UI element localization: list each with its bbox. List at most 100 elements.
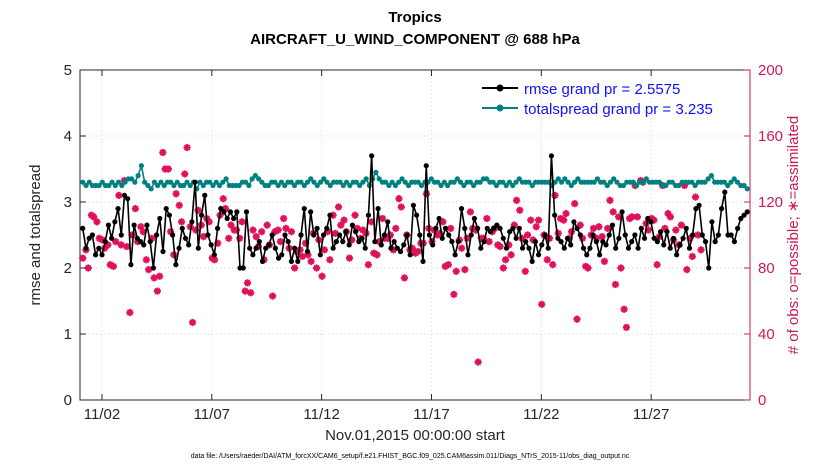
obs-point-stroke	[645, 226, 652, 234]
obs-point-stroke	[123, 243, 130, 250]
obs-point-stroke	[379, 215, 386, 222]
obs-point-stroke	[200, 233, 207, 240]
rmse-point	[343, 229, 349, 235]
totalspread-point	[594, 176, 601, 182]
totalspread-point	[604, 182, 610, 189]
rmse-point	[532, 239, 538, 245]
obs-point-stroke	[365, 261, 372, 268]
rmse-point	[401, 242, 407, 248]
obs-point-stroke	[664, 210, 672, 217]
rmse-point	[275, 255, 282, 261]
legend-rmse-label: rmse grand pr = 2.5575	[524, 81, 680, 98]
rmse-point	[308, 209, 314, 215]
rmse-point	[584, 252, 590, 258]
totalspread-point	[171, 182, 177, 189]
obs-point-stroke	[241, 287, 249, 295]
totalspread-point	[689, 179, 695, 185]
totalspread-point	[259, 179, 265, 185]
rmse-point	[259, 258, 266, 264]
rmse-point	[311, 232, 317, 238]
axis-ticks: 11/02 11/07 11/12 11/17 11/22 11/27 0 1 2 3 4 5 0 40 8…	[64, 62, 783, 423]
totalspread-point	[184, 179, 190, 185]
obs-point-stroke	[458, 244, 465, 252]
totalspread-point	[438, 182, 444, 189]
obs-point	[238, 218, 246, 226]
totalspread-point	[314, 182, 320, 189]
y-right-tick-label: 160	[758, 128, 783, 145]
obs-point-stroke	[145, 266, 152, 273]
totalspread-point	[220, 179, 226, 185]
rmse-point	[263, 245, 269, 251]
y-axis-label: rmse and totalspread	[27, 165, 44, 306]
obs-point-stroke	[211, 256, 218, 263]
obs-point-stroke	[678, 221, 685, 229]
obs-point-stroke	[143, 256, 150, 263]
rmse-point	[157, 215, 163, 222]
rmse-point	[718, 206, 725, 212]
totalspread-point	[96, 182, 102, 189]
obs-point-stroke	[238, 218, 246, 226]
chart-subtitle: AIRCRAFT_U_WIND_COMPONENT @ 688 hPa	[250, 31, 580, 48]
obs-point-stroke	[269, 292, 276, 300]
obs-point	[252, 233, 260, 241]
totalspread-point	[246, 182, 252, 189]
rmse-point	[420, 258, 426, 264]
obs-point	[183, 143, 191, 152]
totalspread-point	[275, 182, 281, 189]
legend-rmse-marker	[496, 84, 504, 92]
totalspread-point	[99, 179, 105, 185]
totalspread-point	[630, 179, 636, 185]
obs-point	[93, 218, 101, 226]
rmse-point	[298, 232, 304, 238]
rmse-point	[404, 232, 410, 238]
totalspread-point	[493, 182, 500, 189]
obs-point	[164, 165, 172, 173]
rmse-point	[606, 232, 612, 238]
rmse-point	[359, 235, 365, 241]
totalspread-point	[503, 182, 509, 189]
obs-point-stroke	[628, 213, 636, 221]
totalspread-point	[311, 179, 317, 185]
totalspread-point	[555, 176, 561, 182]
totalspread-point	[441, 179, 447, 185]
totalspread-point	[552, 179, 558, 185]
totalspread-point	[389, 179, 395, 185]
obs-point	[543, 256, 551, 264]
rmse-point	[83, 245, 89, 251]
obs-point-stroke	[697, 246, 705, 254]
rmse-point	[378, 242, 384, 248]
obs-point-stroke	[247, 289, 254, 296]
obs-point-stroke	[467, 208, 474, 216]
obs-point	[298, 252, 307, 261]
rmse-point	[394, 245, 400, 251]
rmse-point	[218, 206, 224, 212]
obs-point	[620, 305, 628, 313]
totalspread-point	[728, 179, 734, 185]
rmse-point	[674, 252, 680, 258]
rmse-point	[109, 235, 115, 241]
rmse-point	[702, 239, 709, 245]
totalspread-point	[148, 186, 154, 192]
obs-point-stroke	[609, 208, 617, 216]
obs-point	[318, 272, 326, 280]
obs-point	[523, 231, 532, 239]
obs-point-stroke	[274, 226, 282, 234]
obs-point	[400, 274, 409, 282]
rmse-point	[247, 245, 253, 251]
rmse-point	[677, 242, 683, 248]
obs-point-stroke	[598, 233, 606, 240]
rmse-point	[455, 239, 461, 245]
obs-point	[90, 213, 98, 221]
rmse-point	[121, 192, 128, 198]
rmse-point	[144, 222, 150, 228]
rmse-point	[475, 225, 481, 231]
rmse-point	[269, 232, 275, 238]
rmse-point	[292, 245, 298, 251]
rmse-point	[516, 225, 522, 231]
totalspread-point	[458, 179, 464, 185]
obs-point	[551, 191, 559, 199]
obs-point	[571, 200, 579, 208]
rmse-point	[208, 242, 214, 248]
totalspread-point	[692, 182, 698, 189]
obs-point-stroke	[277, 238, 284, 245]
